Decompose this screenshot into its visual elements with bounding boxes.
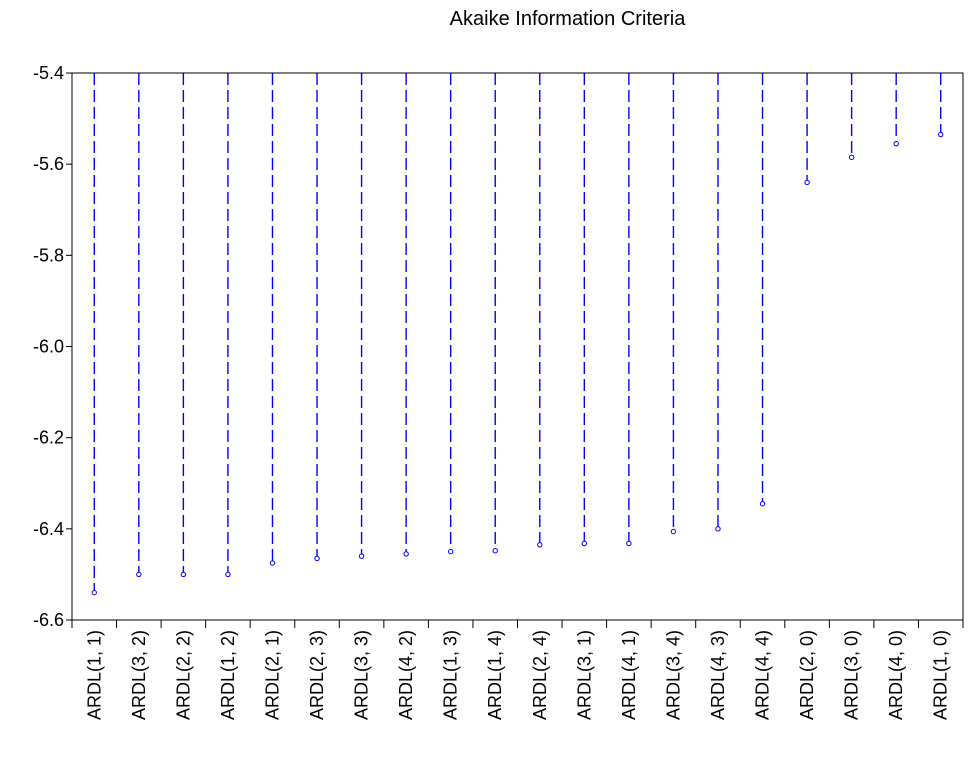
y-tick-label: -6.4	[33, 519, 64, 539]
x-tick-label: ARDL(1, 1)	[84, 630, 104, 720]
data-point	[626, 540, 632, 547]
data-point	[403, 551, 409, 557]
data-point	[225, 571, 231, 578]
x-tick-label: ARDL(1, 2)	[218, 630, 238, 720]
data-point	[804, 179, 810, 186]
x-tick-label: ARDL(3, 3)	[352, 630, 372, 720]
x-tick-label: ARDL(2, 2)	[173, 630, 193, 720]
data-point	[537, 542, 543, 548]
y-tick-label: -6.2	[33, 428, 64, 448]
data-point	[269, 560, 276, 566]
x-tick-label: ARDL(4, 0)	[886, 630, 906, 720]
data-point	[91, 589, 97, 596]
data-point	[848, 154, 855, 161]
data-point	[938, 131, 944, 138]
x-tick-label: ARDL(1, 3)	[441, 630, 461, 720]
x-tick-label: ARDL(4, 3)	[708, 630, 728, 720]
data-point	[759, 501, 766, 507]
x-tick-label: ARDL(3, 2)	[129, 630, 149, 720]
x-tick-label: ARDL(1, 0)	[931, 630, 951, 720]
y-tick-label: -5.6	[33, 154, 64, 174]
x-tick-label: ARDL(3, 1)	[574, 630, 594, 720]
data-points	[91, 131, 944, 596]
y-axis: -5.4 -5.6 -5.8 -6.0 -6.2 -6.4 -6.6	[33, 63, 72, 630]
data-point	[893, 140, 899, 147]
data-point	[314, 555, 320, 562]
data-point	[715, 526, 721, 532]
y-tick-label: -6.6	[33, 610, 64, 630]
x-tick-label: ARDL(4, 1)	[619, 630, 639, 720]
x-tick-label: ARDL(3, 4)	[663, 630, 683, 720]
x-tick-label: ARDL(1, 4)	[485, 630, 505, 720]
y-tick-label: -5.8	[33, 245, 64, 265]
chart-title: Akaike Information Criteria	[450, 8, 687, 30]
x-tick-label: ARDL(2, 4)	[530, 630, 550, 720]
data-point	[180, 571, 187, 578]
data-point	[670, 528, 677, 535]
drop-lines	[93, 73, 942, 591]
plot-frame	[71, 72, 964, 621]
x-tick-label: ARDL(2, 0)	[797, 630, 817, 720]
data-point	[492, 548, 498, 554]
data-point	[581, 540, 588, 547]
x-tick-label: ARDL(2, 1)	[262, 630, 282, 720]
x-tick-label: ARDL(3, 0)	[842, 630, 862, 720]
y-tick-label: -6.0	[33, 337, 64, 357]
x-axis: ARDL(1, 1) ARDL(3, 2) ARDL(2, 2) ARDL(1, 2)…	[71, 620, 964, 720]
data-point	[358, 553, 365, 559]
x-tick-label: ARDL(4, 4)	[753, 630, 773, 720]
data-point	[447, 548, 454, 555]
y-tick-label: -5.4	[33, 63, 64, 83]
x-tick-label: ARDL(4, 2)	[396, 630, 416, 720]
data-point	[136, 571, 142, 578]
x-tick-label: ARDL(2, 3)	[307, 630, 327, 720]
